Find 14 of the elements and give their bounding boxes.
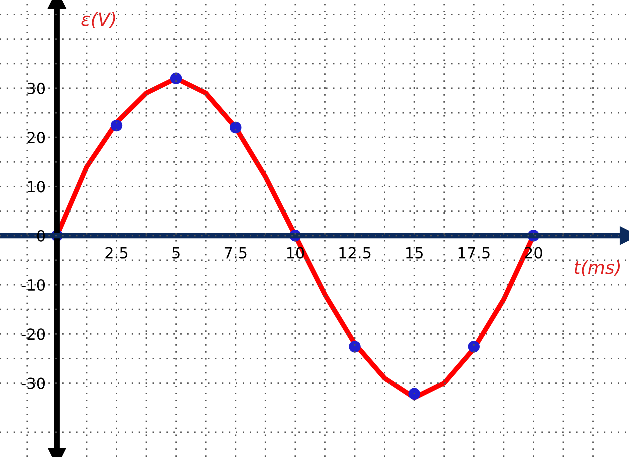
- x-tick-label: 5: [172, 247, 180, 259]
- x-tick-label: 17.5: [458, 247, 490, 259]
- y-axis-title: ε(V): [82, 12, 116, 28]
- y-tick-label: -30: [22, 378, 46, 390]
- x-tick-label: 15: [406, 247, 423, 259]
- y-tick-label: 10: [28, 181, 46, 193]
- x-tick-label: 12.5: [340, 247, 371, 259]
- y-tick-label: -20: [22, 328, 46, 340]
- x-tick-label: 7.5: [224, 247, 247, 259]
- y-tick-label: 30: [28, 82, 46, 94]
- x-tick-label: 2.5: [106, 247, 128, 259]
- x-axis-title: t(ms): [574, 260, 620, 277]
- y-tick-label: -10: [22, 279, 46, 292]
- y-tick-label: 20: [28, 132, 46, 144]
